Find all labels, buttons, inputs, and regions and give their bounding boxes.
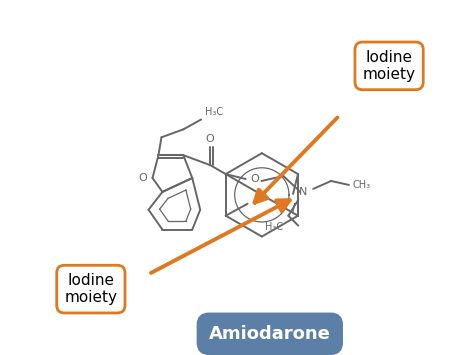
Text: O: O [251,174,259,184]
Text: H₃C: H₃C [205,108,223,118]
Text: I: I [254,195,257,208]
Text: Iodine
moiety: Iodine moiety [363,50,416,82]
Text: Amiodarone: Amiodarone [209,325,331,343]
Text: N: N [299,187,308,197]
Text: O: O [138,173,147,183]
Text: O: O [206,134,215,144]
Text: I: I [291,202,295,215]
Text: Iodine
moiety: Iodine moiety [64,273,118,305]
Text: CH₃: CH₃ [353,180,371,190]
Text: H₃C: H₃C [265,222,283,232]
